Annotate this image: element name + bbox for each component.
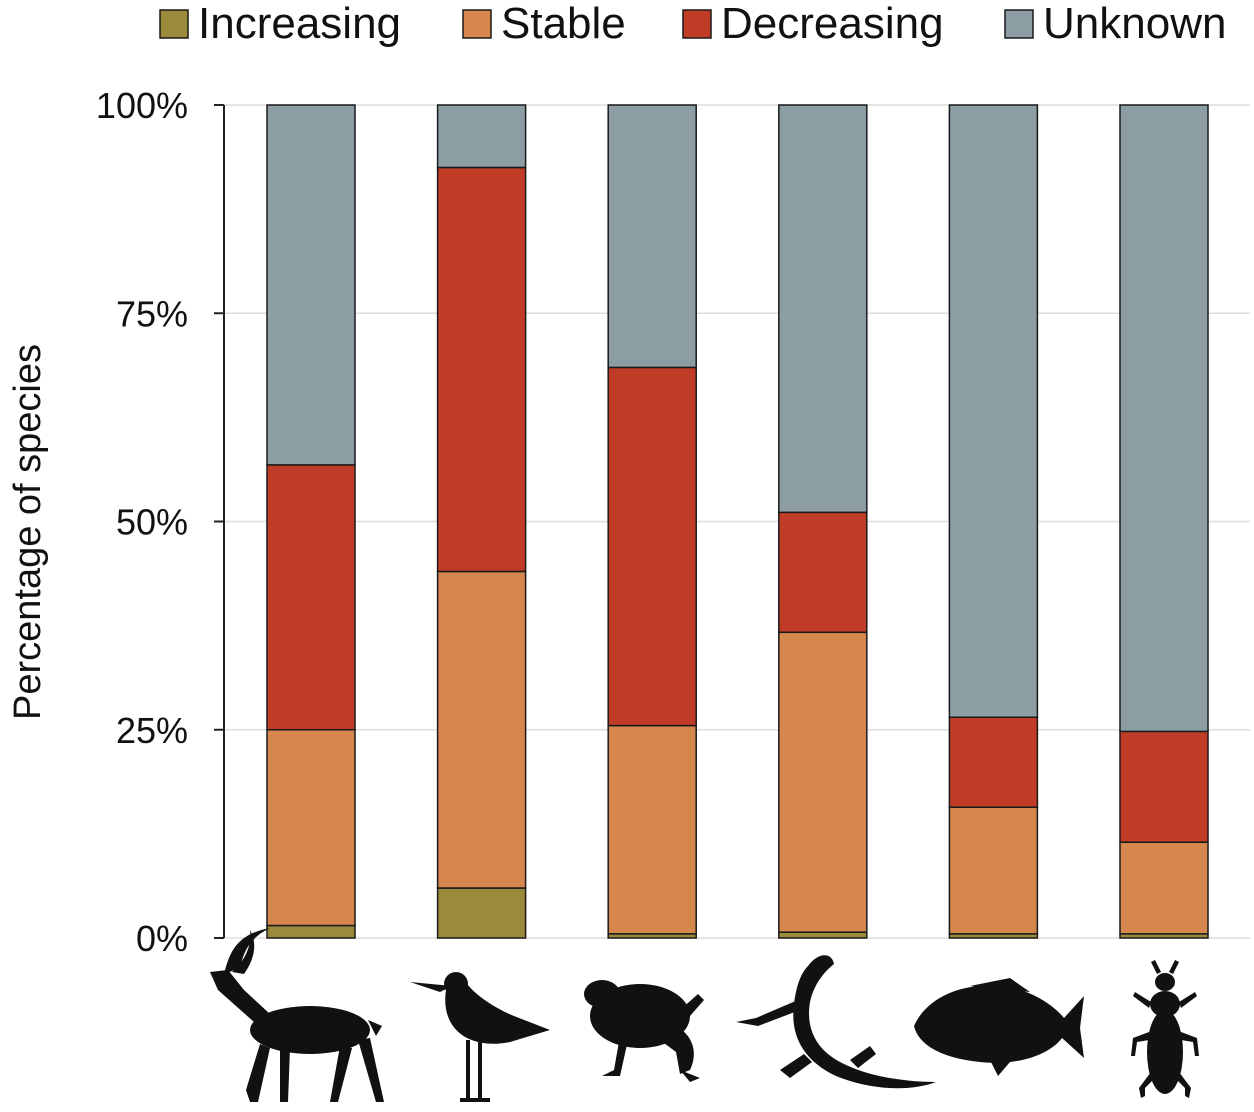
y-tick-label: 0% xyxy=(136,918,188,959)
fish-icon xyxy=(914,978,1084,1076)
legend-label: Increasing xyxy=(198,0,401,48)
bar-segment-increasing xyxy=(436,887,527,939)
bar-group-lizard xyxy=(778,104,868,939)
bar-group-shorebird xyxy=(436,104,527,939)
beetle-icon xyxy=(1131,960,1199,1098)
legend-label: Unknown xyxy=(1043,0,1226,48)
lizard-icon xyxy=(736,955,936,1089)
legend-swatch xyxy=(1004,9,1034,39)
y-tick-label: 50% xyxy=(116,502,188,543)
bar-segment-unknown xyxy=(607,104,697,369)
legend-item-unknown: Unknown xyxy=(1004,0,1226,48)
bar-group-frog xyxy=(607,104,697,939)
y-axis: 0% 25% 50% 75% 100% xyxy=(96,85,225,959)
legend-label: Decreasing xyxy=(721,0,944,48)
y-tick-label: 25% xyxy=(116,710,188,751)
legend-item-increasing: Increasing xyxy=(159,0,401,48)
bar-segment-stable xyxy=(778,631,868,933)
legend-label: Stable xyxy=(501,0,626,48)
category-icons xyxy=(210,928,1199,1102)
bar-segment-decreasing xyxy=(436,166,527,573)
bar-segment-decreasing xyxy=(607,366,697,727)
bar-segment-stable xyxy=(266,729,356,927)
legend-item-decreasing: Decreasing xyxy=(682,0,944,48)
frog-icon xyxy=(584,980,704,1082)
shorebird-icon xyxy=(410,972,550,1102)
bar-segment-unknown xyxy=(948,104,1039,719)
y-tick-label: 75% xyxy=(116,293,188,334)
bar-group-fish xyxy=(948,104,1039,939)
bar-segment-decreasing xyxy=(1119,730,1209,843)
bar-segment-stable xyxy=(948,806,1039,935)
bar-segment-increasing xyxy=(778,931,868,939)
bar-segment-decreasing xyxy=(778,511,868,634)
bar-segment-unknown xyxy=(1119,104,1209,733)
bar-segment-stable xyxy=(607,724,697,935)
y-tick-label: 100% xyxy=(96,85,188,126)
bar-segment-stable xyxy=(1119,841,1209,935)
antelope-icon xyxy=(210,928,384,1102)
legend-swatch xyxy=(462,9,492,39)
bar-segment-stable xyxy=(436,570,527,889)
bar-segment-unknown xyxy=(436,104,527,169)
bars xyxy=(266,104,1209,939)
legend-swatch xyxy=(682,9,712,39)
bar-segment-decreasing xyxy=(266,464,356,731)
bar-segment-increasing xyxy=(266,924,356,939)
bar-group-antelope xyxy=(266,104,356,939)
bar-segment-decreasing xyxy=(948,716,1039,808)
y-axis-title: Percentage of species xyxy=(7,344,49,720)
bar-segment-unknown xyxy=(266,104,356,466)
bar-segment-unknown xyxy=(778,104,868,514)
gridlines xyxy=(224,104,1250,939)
legend-item-stable: Stable xyxy=(462,0,626,48)
bar-group-beetle xyxy=(1119,104,1209,939)
legend-swatch xyxy=(159,9,189,39)
legend: Increasing Stable Decreasing Unknown xyxy=(159,0,1226,48)
